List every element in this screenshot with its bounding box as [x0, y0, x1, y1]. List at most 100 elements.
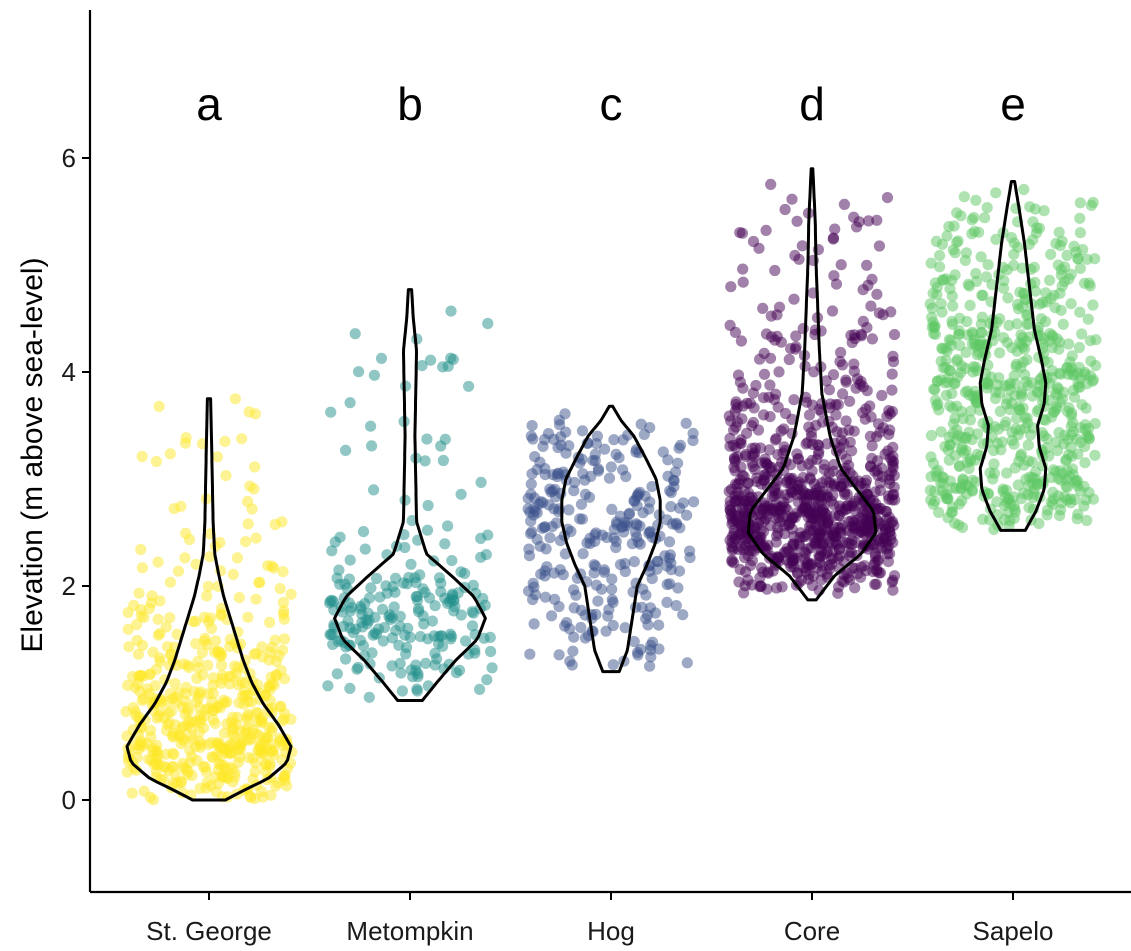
- data-point: [164, 576, 176, 588]
- data-point: [968, 225, 981, 237]
- data-point: [792, 453, 804, 465]
- data-point: [827, 521, 840, 533]
- data-point: [970, 341, 982, 353]
- data-point: [194, 782, 206, 795]
- data-point: [180, 681, 192, 693]
- data-point: [646, 573, 658, 585]
- data-point: [606, 583, 618, 595]
- data-point: [190, 638, 202, 650]
- data-point: [132, 648, 145, 660]
- data-point: [610, 448, 622, 460]
- data-point: [269, 634, 281, 646]
- data-point: [270, 780, 282, 792]
- data-point: [390, 572, 402, 584]
- data-point: [395, 667, 407, 679]
- data-point: [825, 479, 837, 491]
- data-point: [952, 429, 965, 441]
- data-point: [942, 372, 954, 384]
- data-point: [219, 435, 231, 448]
- data-point: [986, 279, 998, 291]
- data-point: [925, 494, 937, 506]
- data-point: [726, 554, 738, 566]
- data-point: [226, 763, 238, 775]
- data-point: [738, 587, 750, 599]
- data-point: [1032, 479, 1044, 491]
- data-point: [758, 368, 771, 380]
- data-point: [723, 410, 735, 422]
- data-point: [1090, 334, 1102, 346]
- data-point: [277, 596, 289, 609]
- data-point: [673, 442, 685, 454]
- data-point: [588, 559, 600, 571]
- data-point: [836, 448, 848, 460]
- data-point: [758, 347, 770, 359]
- data-point: [550, 491, 562, 503]
- data-point: [875, 502, 887, 515]
- data-point: [600, 625, 612, 637]
- data-point: [813, 448, 825, 460]
- data-point: [255, 743, 267, 755]
- data-point: [934, 249, 946, 262]
- data-point: [629, 526, 642, 538]
- data-point: [435, 440, 447, 452]
- data-point: [167, 730, 179, 742]
- data-point: [979, 212, 991, 224]
- data-point: [1018, 459, 1030, 471]
- data-point: [1062, 494, 1074, 506]
- data-point: [765, 178, 777, 190]
- data-point: [638, 428, 650, 440]
- data-point: [143, 602, 155, 615]
- data-point: [136, 639, 149, 652]
- data-point: [1011, 412, 1023, 424]
- data-point: [444, 596, 456, 608]
- data-point: [1044, 328, 1056, 340]
- data-point: [363, 691, 375, 703]
- data-point: [383, 611, 395, 623]
- data-point: [886, 368, 898, 380]
- data-point: [1074, 262, 1086, 274]
- data-point: [772, 401, 784, 413]
- data-point: [945, 335, 957, 347]
- data-point: [1055, 504, 1067, 516]
- data-point: [420, 657, 432, 670]
- data-point: [175, 500, 187, 512]
- data-point: [827, 552, 839, 564]
- data-point: [653, 619, 665, 631]
- data-point: [598, 566, 610, 578]
- data-point: [326, 545, 338, 557]
- data-point: [1022, 439, 1034, 451]
- data-point: [460, 635, 472, 647]
- data-point: [164, 612, 176, 624]
- data-point: [742, 574, 754, 586]
- data-point: [1020, 335, 1032, 347]
- data-point: [195, 686, 207, 698]
- data-point: [651, 563, 663, 575]
- data-point: [1061, 362, 1074, 374]
- data-point: [147, 646, 159, 658]
- data-point: [662, 454, 674, 466]
- data-point: [832, 587, 844, 599]
- data-point: [448, 605, 460, 617]
- data-point: [1080, 402, 1092, 414]
- data-point: [351, 663, 363, 675]
- data-point: [1079, 419, 1091, 431]
- data-point: [1004, 404, 1016, 416]
- data-point: [340, 444, 352, 456]
- data-point: [818, 459, 830, 471]
- data-point: [363, 592, 376, 604]
- data-point: [844, 395, 856, 407]
- data-point: [1024, 201, 1036, 213]
- data-point: [193, 726, 205, 738]
- series-points-st-george: [120, 393, 298, 806]
- data-point: [249, 793, 261, 805]
- data-point: [455, 488, 467, 500]
- data-point: [368, 484, 380, 496]
- data-point: [857, 315, 869, 327]
- data-point: [372, 623, 385, 635]
- data-point: [357, 526, 370, 538]
- data-point: [172, 565, 185, 577]
- data-point: [583, 491, 596, 503]
- data-point: [855, 571, 867, 583]
- data-point: [754, 572, 766, 584]
- data-point: [768, 491, 780, 503]
